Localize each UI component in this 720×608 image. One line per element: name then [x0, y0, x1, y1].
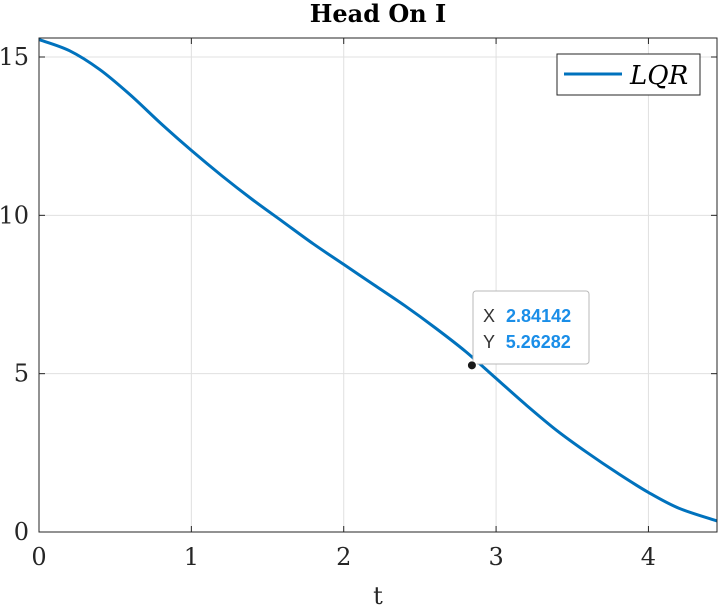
x-tick-label: 1	[184, 543, 199, 571]
y-tick-label: 0	[14, 518, 29, 546]
datatip[interactable]: X 2.84142 Y 5.26282	[466, 290, 590, 371]
legend[interactable]: LQR	[556, 53, 701, 96]
plot-area[interactable]	[39, 38, 717, 532]
y-tick-label: 15	[0, 43, 29, 71]
svg-text:X 2.84142: X 2.84142	[483, 306, 571, 326]
x-tick-label: 2	[336, 543, 351, 571]
axes-box	[38, 37, 718, 533]
datatip-x-value: 2.84142	[506, 306, 571, 326]
x-tick-label: 0	[31, 543, 46, 571]
svg-text:Y 5.26282: Y 5.26282	[483, 332, 571, 352]
y-tick-label: 10	[0, 201, 29, 229]
chart-title: Head On I	[310, 0, 447, 28]
x-tick-label: 3	[488, 543, 503, 571]
datatip-y-value: 5.26282	[506, 332, 571, 352]
datatip-x-label: X	[483, 306, 495, 326]
y-tick-label: 5	[14, 360, 29, 388]
legend-label: LQR	[629, 61, 688, 91]
axis-ticks: 0 1 2 3 4 0 5 10 15	[0, 38, 717, 571]
datatip-box	[472, 290, 590, 365]
datatip-y-label: Y	[483, 332, 495, 352]
x-axis-label: t	[373, 582, 383, 608]
x-tick-label: 4	[641, 543, 656, 571]
datatip-marker[interactable]	[466, 360, 477, 371]
series-layer	[38, 38, 718, 523]
series-line-lqr[interactable]	[38, 38, 718, 523]
